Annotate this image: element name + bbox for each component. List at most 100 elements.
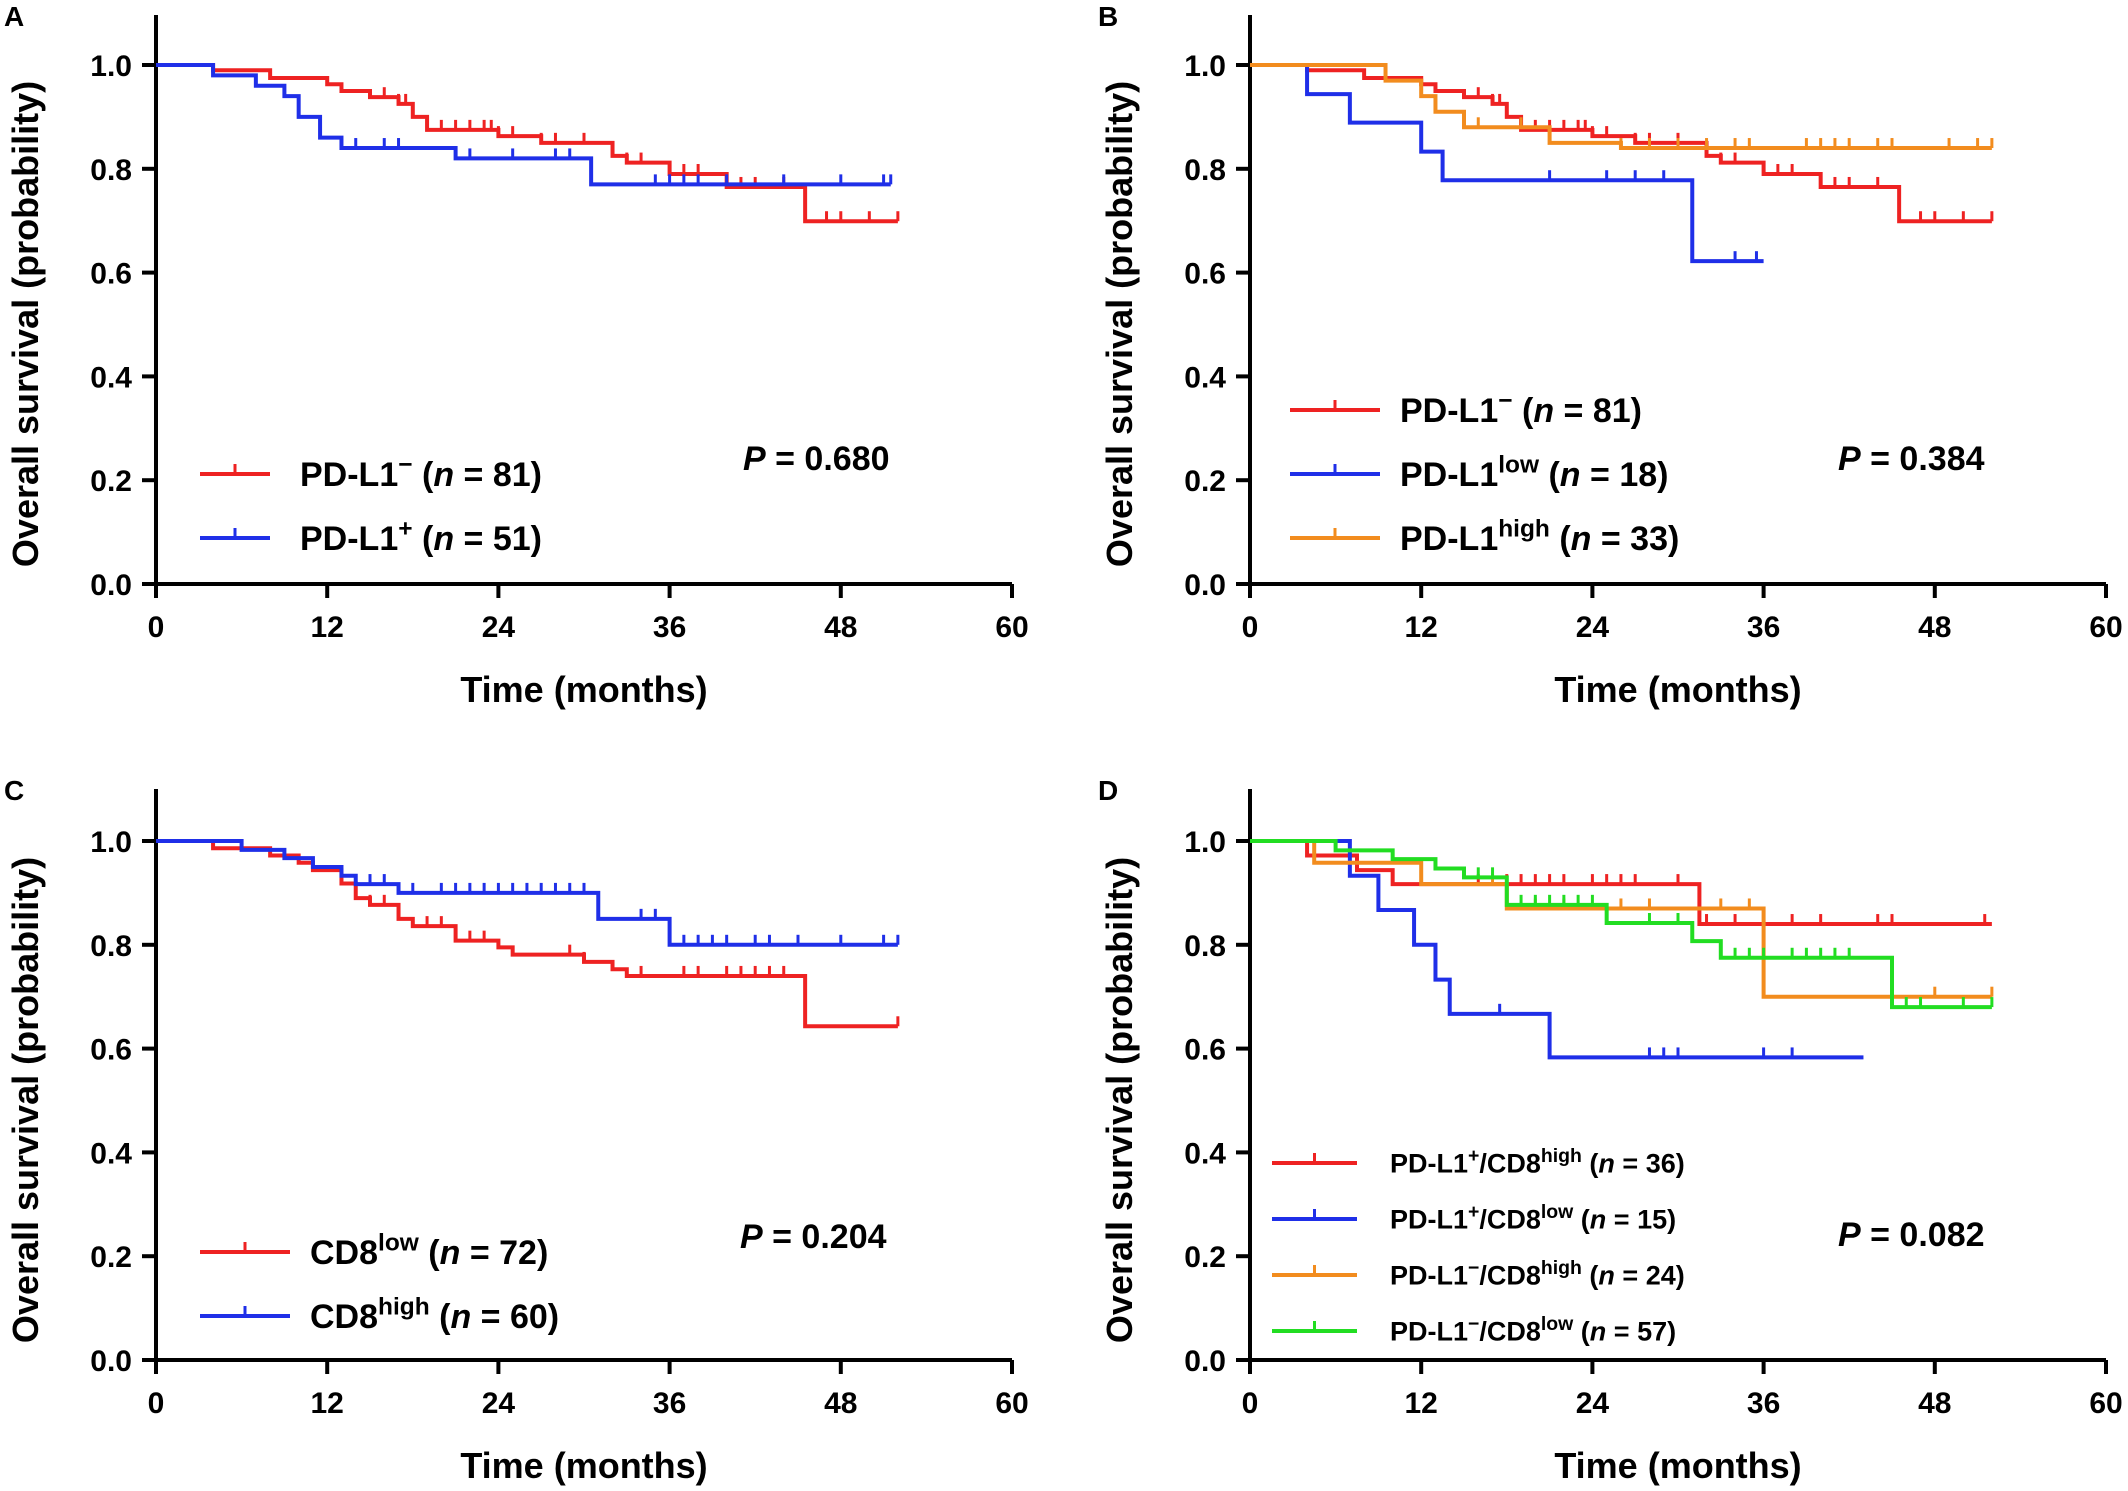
legend-entry: PD-L1−/CD8low (n = 57) — [1272, 1313, 1676, 1347]
legend-entry: CD8high (n = 60) — [200, 1294, 559, 1336]
series-1 — [156, 839, 900, 1029]
panel-letter: A — [4, 1, 24, 32]
series-2 — [156, 63, 893, 187]
legend-label: PD-L1+/CD8low (n = 15) — [1390, 1201, 1676, 1235]
p-value: P = 0.680 — [743, 440, 890, 478]
survival-curve — [1250, 839, 1992, 1010]
x-tick-label: 48 — [1918, 1387, 1951, 1420]
y-tick-label: 0.8 — [90, 930, 132, 963]
x-tick-label: 24 — [482, 1387, 516, 1420]
y-tick-label: 0.8 — [90, 154, 132, 187]
series-3 — [1250, 839, 1994, 999]
legend-label: PD-L1− (n = 81) — [300, 452, 542, 495]
survival-curve — [156, 839, 898, 947]
series-2 — [1250, 839, 1864, 1060]
x-tick-label: 0 — [148, 611, 165, 644]
survival-curve — [156, 63, 898, 224]
survival-curve — [156, 839, 898, 1029]
series-4 — [1250, 839, 1994, 1010]
x-tick-label: 12 — [1405, 611, 1438, 644]
x-tick-label: 36 — [653, 1387, 686, 1420]
legend-entry: PD-L1high (n = 33) — [1290, 516, 1679, 559]
legend-label: PD-L1high (n = 33) — [1400, 516, 1679, 559]
y-tick-label: 0.8 — [1184, 154, 1226, 187]
series-1 — [1250, 839, 1992, 927]
y-tick-label: 1.0 — [90, 50, 132, 83]
panel-letter: D — [1098, 775, 1118, 806]
x-tick-label: 24 — [1576, 1387, 1610, 1420]
y-tick-label: 0.0 — [90, 1345, 132, 1378]
x-tick-label: 36 — [1747, 611, 1780, 644]
y-tick-label: 0.4 — [90, 361, 132, 394]
legend-entry: PD-L1− (n = 81) — [1290, 388, 1642, 431]
panel-d: D 0.0 0.2 0.4 0.6 0.8 1.0 0 12 24 36 48 60 Time (mont… — [1098, 775, 2123, 1486]
y-tick-label: 0.2 — [90, 465, 132, 498]
panel-b: B 0.0 0.2 0.4 0.6 0.8 1.0 0 12 24 36 48 60 Time (mont… — [1098, 1, 2123, 710]
y-tick-label: 0.2 — [1184, 465, 1226, 498]
panel-letter: B — [1098, 1, 1118, 32]
legend-label: PD-L1− (n = 81) — [1400, 388, 1642, 431]
y-tick-label: 0.6 — [90, 258, 132, 291]
series-2 — [1250, 63, 1764, 264]
legend-label: PD-L1−/CD8high (n = 24) — [1390, 1257, 1685, 1291]
p-value: P = 0.384 — [1838, 440, 1985, 478]
legend-label: PD-L1+/CD8high (n = 36) — [1390, 1145, 1685, 1179]
y-tick-label: 0.4 — [90, 1137, 132, 1170]
y-tick-label: 0.0 — [1184, 1345, 1226, 1378]
x-tick-label: 0 — [1242, 1387, 1259, 1420]
y-tick-label: 0.0 — [90, 569, 132, 602]
x-tick-label: 24 — [482, 611, 516, 644]
legend-entry: PD-L1−/CD8high (n = 24) — [1272, 1257, 1685, 1291]
legend-label: PD-L1−/CD8low (n = 57) — [1390, 1313, 1676, 1347]
y-tick-label: 0.6 — [90, 1034, 132, 1067]
series-3 — [1250, 63, 1994, 151]
y-tick-label: 0.2 — [1184, 1241, 1226, 1274]
y-axis-title: Overall survival (probability) — [1099, 857, 1140, 1343]
x-tick-label: 48 — [824, 611, 857, 644]
y-axis-title: Overall survival (probability) — [5, 81, 46, 567]
legend-label: CD8low (n = 72) — [310, 1230, 548, 1273]
y-tick-label: 0.4 — [1184, 361, 1226, 394]
x-tick-label: 0 — [148, 1387, 165, 1420]
legend-entry: PD-L1+/CD8high (n = 36) — [1272, 1145, 1685, 1179]
survival-curve — [1250, 839, 1992, 927]
x-tick-label: 48 — [1918, 611, 1951, 644]
x-tick-label: 60 — [995, 611, 1028, 644]
y-tick-label: 1.0 — [1184, 50, 1226, 83]
series-2 — [156, 839, 900, 947]
x-tick-label: 36 — [1747, 1387, 1780, 1420]
x-tick-label: 60 — [2089, 1387, 2122, 1420]
series-1 — [156, 63, 900, 224]
y-tick-label: 1.0 — [90, 826, 132, 859]
survival-curve — [156, 63, 891, 187]
x-tick-label: 0 — [1242, 611, 1259, 644]
y-axis-title: Overall survival (probability) — [1099, 81, 1140, 567]
x-tick-label: 60 — [2089, 611, 2122, 644]
y-tick-label: 1.0 — [1184, 826, 1226, 859]
panel-c: C 0.0 0.2 0.4 0.6 0.8 1.0 0 12 24 36 48 60 Time (mont… — [4, 775, 1029, 1486]
panel-letter: C — [4, 775, 24, 806]
x-tick-label: 12 — [311, 611, 344, 644]
p-value: P = 0.204 — [740, 1218, 887, 1256]
p-value: P = 0.082 — [1838, 1216, 1985, 1254]
legend-entry: CD8low (n = 72) — [200, 1230, 548, 1273]
x-axis-title: Time (months) — [460, 669, 707, 710]
x-tick-label: 36 — [653, 611, 686, 644]
y-tick-label: 0.0 — [1184, 569, 1226, 602]
x-axis-title: Time (months) — [1554, 1445, 1801, 1486]
x-tick-label: 12 — [311, 1387, 344, 1420]
y-axis-title: Overall survival (probability) — [5, 857, 46, 1343]
legend-entry: PD-L1+ (n = 51) — [200, 516, 542, 558]
legend-entry: PD-L1low (n = 18) — [1290, 452, 1668, 494]
panel-a: A 0.0 0.2 0.4 0.6 0.8 1.0 0 12 24 36 48 60 Time (mont… — [4, 1, 1029, 710]
legend-entry: PD-L1− (n = 81) — [200, 452, 542, 495]
x-axis-title: Time (months) — [460, 1445, 707, 1486]
survival-curve — [1250, 839, 1992, 999]
y-tick-label: 0.6 — [1184, 258, 1226, 291]
survival-curve — [1250, 63, 1764, 264]
x-tick-label: 48 — [824, 1387, 857, 1420]
x-tick-label: 12 — [1405, 1387, 1438, 1420]
x-tick-label: 24 — [1576, 611, 1610, 644]
survival-curve — [1250, 839, 1864, 1060]
